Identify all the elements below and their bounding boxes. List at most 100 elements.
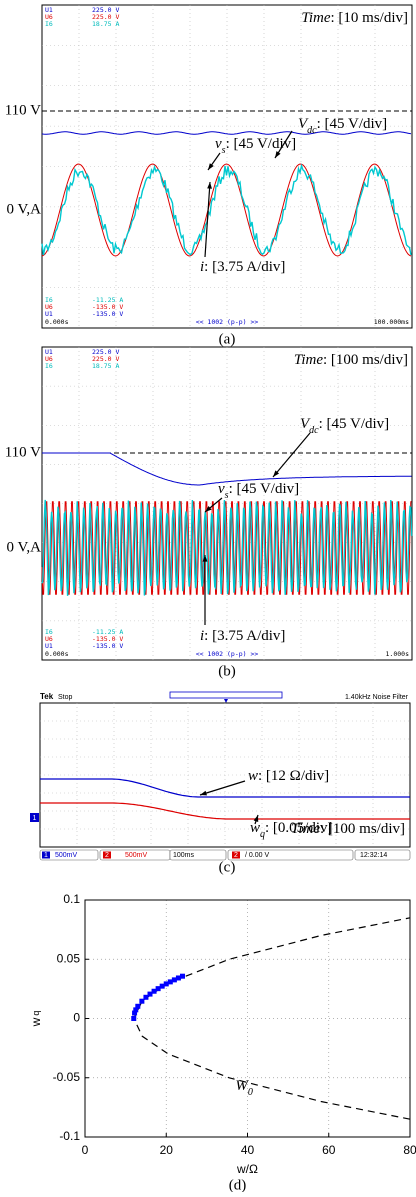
time-end: 1.000s <box>386 650 410 658</box>
record-bar <box>169 691 283 699</box>
ch-marker-label: 1 <box>33 815 37 822</box>
scope-brand: Tek <box>40 692 54 701</box>
zero-label: 0 V,A <box>7 201 42 217</box>
curve-label-part: 0 <box>248 1087 253 1098</box>
channel-name: U6 <box>45 303 53 311</box>
point <box>139 998 145 1004</box>
channel-name: U6 <box>45 355 53 363</box>
channel-offset: -135.0 V <box>92 310 123 318</box>
plot-frame <box>84 899 411 1138</box>
ch-badge-label: 2 <box>105 852 109 859</box>
point <box>132 1010 138 1016</box>
vdc-label-part: V <box>300 416 311 432</box>
channel-offset: -135.0 V <box>92 642 123 650</box>
time-label-part: : [100 ms/div] <box>323 352 408 368</box>
level-label: 110 V <box>5 102 41 118</box>
trigger-pos <box>224 699 228 703</box>
channel-name: I6 <box>45 628 53 636</box>
status-cell <box>354 849 411 861</box>
point <box>135 1003 141 1009</box>
channel-offset: -135.0 V <box>92 635 123 643</box>
caption: (a) <box>219 331 236 347</box>
arrow-head <box>200 790 207 796</box>
ch-scale: 500mV <box>125 852 148 859</box>
i-label: i: [3.75 A/div] <box>200 628 285 644</box>
x-tick-label: 80 <box>403 1143 416 1157</box>
arrow-shaft <box>204 181 211 258</box>
channel-name: I6 <box>45 20 53 28</box>
vdc-label-part: dc <box>309 425 319 436</box>
x-tick-label: 0 <box>82 1143 89 1157</box>
trigger: / 0.00 V <box>245 852 269 859</box>
point <box>163 981 169 987</box>
w-label-part: w <box>248 768 258 784</box>
channel-scale: 225.0 V <box>92 355 119 363</box>
arrow-head <box>205 505 212 512</box>
point <box>155 986 161 992</box>
vdc-label-part: : [45 V/div] <box>317 116 388 132</box>
caption: (b) <box>218 663 236 679</box>
time-start: 0.000s <box>45 650 69 658</box>
y-tick-label: -0.05 <box>53 1070 81 1084</box>
y-tick-label: 0.1 <box>63 892 80 906</box>
time-end: 100.000ms <box>374 318 409 326</box>
arrow-head <box>273 470 280 477</box>
y-tick-label: 0.05 <box>57 951 81 965</box>
trace-current <box>41 163 412 256</box>
ch-badge-label: 2 <box>234 852 238 859</box>
vdc-label: Vdc: [45 V/div] <box>300 416 389 435</box>
ch-badge <box>232 851 240 859</box>
point <box>131 1016 137 1021</box>
channel-name: U1 <box>45 310 53 318</box>
vs-label: vs: [45 V/div] <box>215 136 296 155</box>
time-center: << 1002 (p-p) >> <box>196 650 259 658</box>
vdc-label-part: dc <box>307 125 317 136</box>
status-cell <box>169 849 227 861</box>
point <box>180 973 185 979</box>
curve <box>133 917 411 1120</box>
caption: (d) <box>229 1177 247 1192</box>
arrow-head <box>275 151 281 158</box>
caption: (c) <box>219 859 236 875</box>
arrow-head <box>208 163 214 170</box>
point <box>171 977 177 983</box>
point <box>147 991 153 997</box>
i-label-part: : [3.75 A/div] <box>204 259 285 275</box>
vs-label-part: v <box>218 481 225 497</box>
ch-badge-label: 1 <box>44 852 48 859</box>
y-axis-label-part: q <box>31 1011 41 1016</box>
channel-offset: -135.0 V <box>92 303 123 311</box>
channel-name: U6 <box>45 13 53 21</box>
i-label-part: : [3.75 A/div] <box>204 628 285 644</box>
point <box>175 975 181 981</box>
time-label: Time: [10 ms/div] <box>301 10 408 26</box>
arrow-head <box>207 182 212 189</box>
scope-state: Stop <box>58 694 73 701</box>
point <box>143 994 149 1000</box>
channel-name: I6 <box>45 362 53 370</box>
channel-name: U1 <box>45 642 53 650</box>
status-cell <box>39 849 99 861</box>
x-tick-label: 20 <box>160 1143 174 1157</box>
arrow-shaft <box>272 432 311 478</box>
time-label-part: Time <box>301 10 331 26</box>
time-label: Time: [100 ms/div] <box>294 352 408 368</box>
channel-name: I6 <box>45 296 53 304</box>
status-cell <box>227 849 354 861</box>
time-label-part: Time <box>294 352 324 368</box>
channel-name: U6 <box>45 635 53 643</box>
ch-marker <box>30 813 39 822</box>
channel-name: U1 <box>45 348 53 356</box>
channel-scale: 18.75 A <box>92 362 119 370</box>
channel-scale: 225.0 V <box>92 13 119 21</box>
trace-dc <box>42 452 412 486</box>
vdc-label: Vdc: [45 V/div] <box>298 116 387 135</box>
ch-badge <box>103 851 111 859</box>
wq-label-part: : [0.05/div] <box>265 820 333 836</box>
y-axis-label-part: w <box>29 1017 43 1027</box>
w-label: w: [12 Ω/div] <box>248 768 329 784</box>
point <box>159 983 165 989</box>
i-label-part: i <box>200 628 204 644</box>
y-tick-label: 0 <box>73 1011 80 1025</box>
